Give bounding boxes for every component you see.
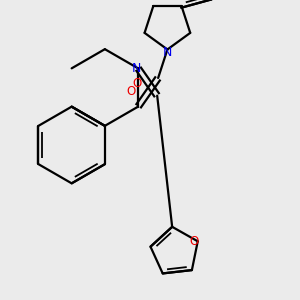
Text: N: N: [163, 46, 172, 59]
Text: O: O: [126, 85, 135, 98]
Text: O: O: [132, 77, 141, 90]
Text: O: O: [189, 235, 198, 248]
Text: N: N: [132, 62, 141, 75]
